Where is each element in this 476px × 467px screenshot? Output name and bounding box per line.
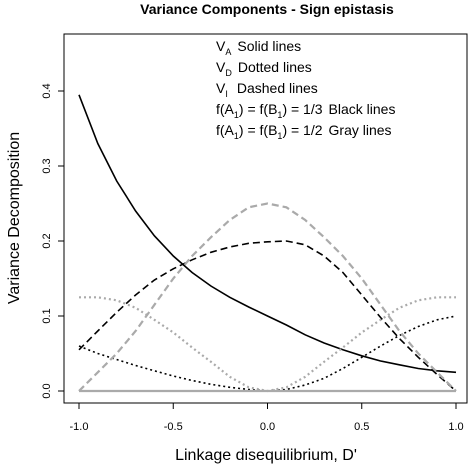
legend-va-text: Solid lines [237,38,301,54]
x-tick-label: 1.0 [448,421,463,433]
series-vd-gray-line [79,296,456,393]
y-tick-label: 0.3 [41,158,53,173]
chart-title: Variance Components - Sign epistasis [140,1,394,17]
y-tick-label: 0.0 [41,383,53,398]
series-vi-black-line [78,240,457,392]
series-vi-gray-line [78,202,457,392]
legend-va-symbol: V [216,38,226,54]
legend-vi-sub: I [225,89,228,99]
x-axis-label: Linkage disequilibrium, D' [175,447,357,464]
x-axis: -1.0 -0.5 0.0 0.5 1.0 [70,402,464,433]
y-tick-label: 0.4 [41,83,53,98]
y-tick-label: 0.2 [41,233,53,248]
x-tick-label: 0.0 [260,421,275,433]
legend-vd-sub: D [225,68,232,78]
x-tick-label: 0.5 [354,421,369,433]
series-vd-black-line [78,315,457,392]
x-tick-label: -0.5 [164,421,183,433]
y-axis-label: Variance Decomposition [6,132,23,304]
legend-va: VA Solid lines [216,38,301,57]
legend-vi: VI Dashed lines [216,80,318,99]
y-axis: 0.0 0.1 0.2 0.3 0.4 [41,83,65,399]
legend-vi-symbol: V [216,80,226,96]
series-va-black-line [78,94,457,374]
y-tick-label: 0.1 [41,308,53,323]
legend-vi-text: Dashed lines [237,80,318,96]
x-tick-label: -1.0 [70,421,89,433]
legend: VA Solid lines VD Dotted lines VI Dashed li… [216,38,395,141]
legend-vd: VD Dotted lines [216,59,312,78]
legend-vd-symbol: V [216,59,226,75]
legend-freq-third: f(A1) = f(B1) = 1/3 Black lines [216,101,395,120]
legend-va-sub: A [225,47,231,57]
legend-freq-half: f(A1) = f(B1) = 1/2 Gray lines [216,122,392,141]
legend-vd-text: Dotted lines [238,59,312,75]
series-layer [78,94,457,393]
